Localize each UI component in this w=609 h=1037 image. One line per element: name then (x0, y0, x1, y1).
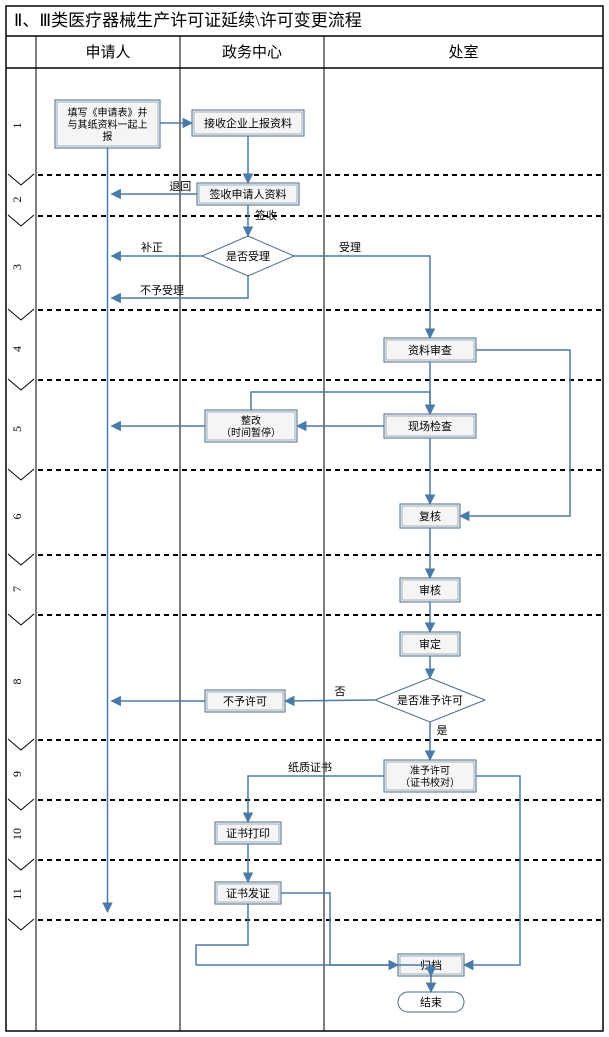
node-rectify: 整改（时间暂停） (205, 410, 297, 442)
svg-text:是否受理: 是否受理 (226, 250, 270, 263)
node-receive: 接收企业上报资料 (192, 110, 304, 136)
svg-text:复核: 复核 (419, 509, 441, 523)
label-return: 退回 (169, 180, 191, 193)
node-print: 证书打印 (215, 822, 281, 844)
step-number: 7 (10, 586, 24, 592)
step-number: 11 (10, 888, 24, 900)
step-chevron (8, 469, 34, 480)
lane-header-service-center: 政务中心 (222, 44, 282, 61)
label-paper-cert: 纸质证书 (288, 761, 332, 774)
node-deny: 不予许可 (205, 690, 285, 712)
svg-text:审核: 审核 (419, 583, 441, 597)
decision-accept: 是否受理 (202, 236, 294, 276)
step-chevron (8, 554, 34, 565)
outer-border (6, 6, 603, 1031)
step-number: 8 (10, 679, 24, 685)
svg-text:准予许可: 准予许可 (410, 765, 450, 777)
step-number: 6 (10, 514, 24, 520)
svg-text:证书发证: 证书发证 (226, 886, 270, 900)
svg-text:接收企业上报资料: 接收企业上报资料 (204, 116, 292, 130)
node-doc-review: 资料审查 (384, 338, 476, 362)
flow-n11-n14 (464, 776, 520, 965)
flow-n13-n14 (281, 893, 398, 965)
step-number: 5 (10, 426, 24, 432)
title: Ⅱ、Ⅲ类医疗器械生产许可证延续\许可变更流程 (14, 11, 362, 30)
label-no: 否 (335, 686, 346, 698)
svg-text:现场检查: 现场检查 (408, 419, 452, 433)
label-yes: 是 (437, 724, 448, 737)
svg-text:签收申请人资料: 签收申请人资料 (210, 187, 287, 201)
node-onsite-check: 现场检查 (384, 414, 476, 438)
flow-bottom-n14 (196, 965, 431, 976)
svg-text:（证书校对）: （证书校对） (400, 776, 460, 789)
node-grant: 准予许可（证书校对） (384, 760, 476, 792)
svg-text:资料审查: 资料审查 (408, 343, 452, 357)
label-accept: 受理 (339, 241, 361, 254)
lane-header-department: 处室 (448, 44, 478, 61)
step-number: 1 (10, 123, 24, 129)
node-fill-form: 填写《申请表》并与其纸资料一起上报 (55, 100, 160, 148)
svg-text:结束: 结束 (420, 996, 442, 1009)
step-chevron (8, 859, 34, 870)
step-chevron (8, 379, 34, 390)
step-chevron (8, 799, 34, 810)
svg-text:填写《申请表》并: 填写《申请表》并 (68, 106, 148, 119)
node-end: 结束 (398, 992, 464, 1012)
step-chevron (8, 919, 34, 930)
label-correct: 补正 (141, 241, 163, 254)
flow-d1-n4 (294, 256, 430, 338)
step-chevron (8, 174, 34, 185)
svg-text:不予许可: 不予许可 (223, 695, 267, 708)
lane-header-applicant: 申请人 (85, 44, 130, 61)
svg-text:是否准予许可: 是否准予许可 (397, 694, 463, 707)
node-sign-materials: 签收申请人资料 (197, 183, 299, 205)
svg-text:与其纸资料一起上: 与其纸资料一起上 (68, 118, 148, 131)
svg-text:审定: 审定 (419, 637, 441, 651)
decision-grant: 是否准予许可 (375, 678, 485, 722)
svg-text:（时间暂停）: （时间暂停） (221, 426, 281, 439)
step-chevron (8, 309, 34, 320)
step-chevron (8, 215, 34, 226)
node-approve: 审定 (400, 632, 460, 656)
step-number: 10 (10, 828, 24, 840)
flow-d2-n10 (285, 700, 375, 701)
label-sign: 签收 (255, 208, 277, 222)
step-number: 4 (10, 346, 24, 352)
step-number: 3 (10, 264, 24, 270)
step-chevron (8, 614, 34, 625)
node-recheck: 复核 (400, 504, 460, 528)
label-reject: 不予受理 (140, 284, 184, 297)
node-issue: 证书发证 (215, 882, 281, 904)
svg-text:整改: 整改 (241, 414, 261, 427)
svg-text:证书打印: 证书打印 (226, 826, 270, 840)
step-number: 2 (10, 197, 24, 203)
node-review: 审核 (400, 578, 460, 602)
flow-n13-down (196, 904, 248, 965)
step-number: 9 (10, 771, 24, 777)
step-chevron (8, 739, 34, 750)
svg-text:报: 报 (103, 130, 113, 143)
